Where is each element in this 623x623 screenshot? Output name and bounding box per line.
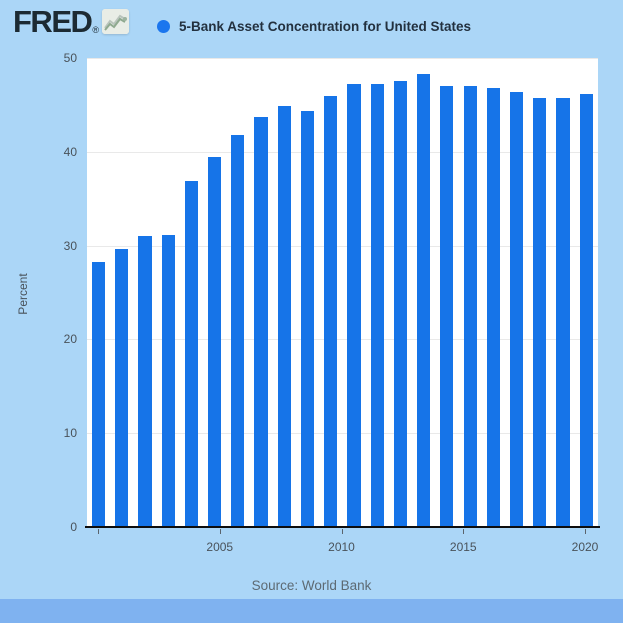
bar-2007[interactable]: [277, 105, 291, 527]
gridline-10: [87, 433, 598, 435]
x-axis-tick-2020: [585, 529, 586, 534]
bar-2010[interactable]: [347, 84, 361, 527]
bar-2014[interactable]: [440, 86, 454, 527]
bar-1999[interactable]: [91, 262, 106, 527]
bar-2000[interactable]: [115, 249, 129, 527]
x-axis-label-2010: 2010: [328, 540, 355, 554]
fred-logo[interactable]: FRED ®: [13, 4, 130, 39]
legend-dot-icon: [157, 19, 170, 33]
x-axis-tick-2010: [341, 529, 343, 534]
bar-2012[interactable]: [393, 80, 408, 527]
x-axis-tick-2005: [219, 529, 221, 534]
x-axis-tick-2015: [463, 529, 465, 534]
bar-2003[interactable]: [184, 180, 198, 527]
gridline-50: [87, 58, 598, 59]
chart-squiggle-icon: [102, 9, 130, 34]
x-axis-label-2020: 2020: [571, 540, 599, 554]
bar-2002[interactable]: [161, 235, 175, 527]
y-axis-label-40: 40: [63, 144, 77, 159]
registered-mark: ®: [92, 25, 100, 35]
y-axis-label-50: 50: [63, 51, 77, 65]
bar-2019[interactable]: [556, 98, 570, 527]
header: FRED ® 5-Bank Asset Concentration for Un…: [0, 0, 623, 52]
source-text: Source: World Bank: [251, 578, 372, 593]
plot-area: [87, 58, 598, 527]
x-axis-label-2015: 2015: [449, 540, 477, 554]
bar-2008[interactable]: [300, 111, 315, 527]
y-axis-title: Percent: [16, 273, 30, 315]
bar-2017[interactable]: [509, 91, 524, 527]
gridline-20: [87, 339, 598, 341]
bar-2009[interactable]: [324, 95, 338, 527]
y-axis-label-20: 20: [63, 332, 77, 347]
bar-2016[interactable]: [486, 88, 500, 527]
y-axis-label-10: 10: [63, 426, 77, 441]
bar-2015[interactable]: [463, 86, 477, 527]
bar-2006[interactable]: [254, 117, 268, 527]
bar-2005[interactable]: [231, 134, 245, 527]
x-axis-label-2005: 2005: [206, 540, 234, 554]
bar-2001[interactable]: [138, 236, 152, 527]
bar-2018[interactable]: [533, 98, 547, 527]
gridline-40: [87, 151, 598, 153]
fred-logo-text: FRED: [13, 4, 93, 39]
x-axis-line: [85, 526, 600, 528]
y-axis-label-30: 30: [63, 238, 77, 253]
bar-2011[interactable]: [370, 84, 384, 527]
chart-title: 5-Bank Asset Concentration for United St…: [179, 18, 472, 34]
gridline-30: [87, 245, 598, 247]
bar-2004[interactable]: [208, 157, 222, 527]
bottom-band: [0, 599, 623, 623]
x-axis-tick-2000: [98, 529, 99, 534]
bar-2020[interactable]: [579, 93, 593, 527]
y-axis-label-0: 0: [70, 520, 77, 534]
bar-2013[interactable]: [417, 73, 431, 527]
